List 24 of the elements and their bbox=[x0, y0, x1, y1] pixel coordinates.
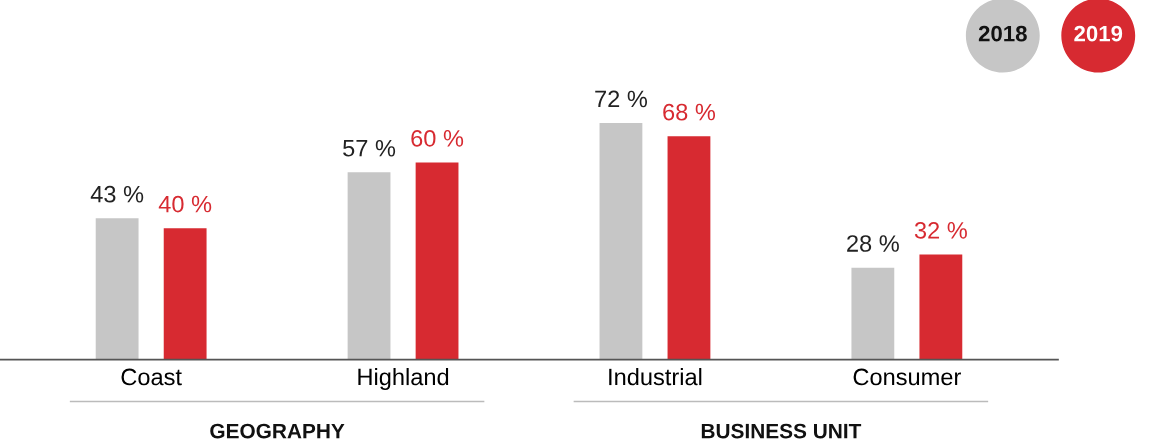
bar bbox=[95, 218, 139, 360]
bar bbox=[347, 172, 391, 360]
bar bbox=[163, 228, 207, 360]
text: BUSINESS UNIT bbox=[701, 423, 862, 439]
data-label: 60 % bbox=[411, 130, 464, 147]
bar bbox=[919, 254, 963, 360]
bar bbox=[415, 162, 459, 360]
x-tick-label: Highland bbox=[358, 367, 449, 390]
data-label: 28 % bbox=[847, 235, 899, 252]
x-tick-label: Consumer bbox=[853, 368, 961, 386]
data-label: 43 % bbox=[90, 185, 144, 203]
data-label: 68 % bbox=[663, 103, 716, 121]
text: 2018 bbox=[978, 25, 1027, 42]
data-label: 32 % bbox=[914, 222, 967, 239]
x-tick-label: Industrial bbox=[609, 367, 702, 386]
data-label: 72 % bbox=[595, 90, 648, 108]
bar bbox=[851, 267, 895, 360]
text: 2019 bbox=[1074, 25, 1123, 42]
data-label: 40 % bbox=[158, 195, 212, 213]
data-label: 57 % bbox=[343, 139, 396, 157]
text: GEOGRAPHY bbox=[210, 423, 345, 439]
bar bbox=[599, 123, 643, 360]
bar bbox=[667, 136, 711, 360]
x-tick-label: Coast bbox=[121, 368, 182, 386]
